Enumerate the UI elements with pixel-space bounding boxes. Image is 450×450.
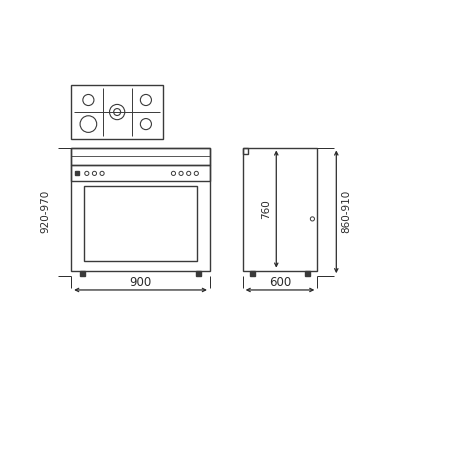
Bar <box>71 85 163 139</box>
Bar <box>196 270 201 276</box>
Bar <box>71 166 210 181</box>
Bar <box>80 270 86 276</box>
Text: 900: 900 <box>130 276 152 289</box>
Bar <box>250 270 255 276</box>
Bar <box>71 148 210 166</box>
Bar <box>305 270 310 276</box>
Bar <box>243 148 317 270</box>
Text: 760: 760 <box>261 199 271 219</box>
Text: 860-910: 860-910 <box>342 190 352 234</box>
Text: 920-970: 920-970 <box>40 190 50 234</box>
Text: 600: 600 <box>269 276 291 289</box>
Bar <box>84 186 198 261</box>
Bar <box>243 148 248 154</box>
Bar <box>71 148 210 270</box>
